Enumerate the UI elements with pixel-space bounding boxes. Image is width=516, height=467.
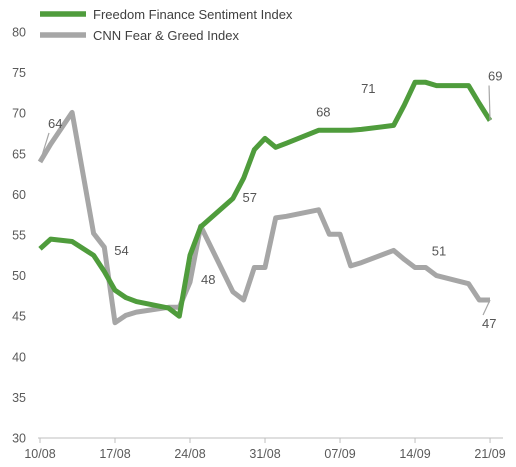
data-label: 68	[316, 104, 330, 119]
data-label: 69	[488, 69, 502, 84]
y-tick-label: 60	[12, 188, 26, 202]
series-line-cnn	[40, 112, 490, 322]
data-label: 64	[48, 116, 62, 131]
y-tick-label: 30	[12, 432, 26, 446]
y-tick-label: 55	[12, 229, 26, 243]
y-tick-label: 40	[12, 350, 26, 364]
data-label: 47	[482, 316, 496, 331]
y-tick-label: 70	[12, 107, 26, 121]
series-line-freedom	[40, 82, 490, 316]
x-tick-label: 21/09	[474, 447, 505, 461]
x-tick-label: 14/09	[399, 447, 430, 461]
x-axis: 10/08 17/08 24/08 31/08 07/09 14/09 21/09	[24, 438, 505, 461]
legend-label-cnn: CNN Fear & Greed Index	[93, 28, 239, 43]
data-label: 57	[243, 190, 257, 205]
legend: Freedom Finance Sentiment Index CNN Fear…	[40, 7, 293, 43]
data-label: 51	[432, 243, 446, 258]
series-lines	[40, 82, 490, 322]
y-tick-label: 75	[12, 66, 26, 80]
y-tick-label: 50	[12, 269, 26, 283]
x-tick-label: 10/08	[24, 447, 55, 461]
y-axis: 30 35 40 45 50 55 60 65 70 75 80	[12, 26, 26, 446]
data-label: 54	[114, 243, 128, 258]
data-label: 71	[361, 81, 375, 96]
y-tick-label: 45	[12, 310, 26, 324]
y-tick-label: 80	[12, 26, 26, 40]
y-tick-label: 35	[12, 391, 26, 405]
x-tick-label: 24/08	[174, 447, 205, 461]
y-tick-label: 65	[12, 147, 26, 161]
data-label: 48	[201, 272, 215, 287]
x-tick-label: 31/08	[249, 447, 280, 461]
x-tick-label: 17/08	[99, 447, 130, 461]
x-tick-label: 07/09	[324, 447, 355, 461]
legend-label-freedom: Freedom Finance Sentiment Index	[93, 7, 293, 22]
